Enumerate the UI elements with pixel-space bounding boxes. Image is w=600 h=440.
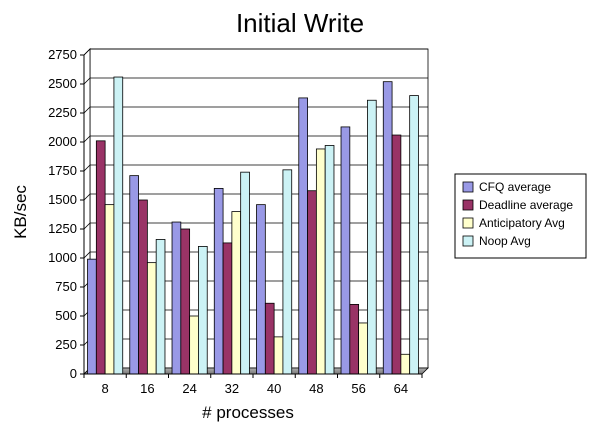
legend-box xyxy=(454,173,587,259)
y-tick-label: 2000 xyxy=(48,134,77,149)
bar-cfq-average-64 xyxy=(382,81,393,375)
x-tick-label: 64 xyxy=(394,381,408,396)
gridline xyxy=(83,135,428,143)
x-axis-title: # processes xyxy=(202,403,294,422)
bar-cfq-average-16 xyxy=(129,175,139,375)
x-tick-label: 40 xyxy=(267,381,281,396)
y-tick-label: 500 xyxy=(55,308,77,323)
bar-anticipatory-avg-8 xyxy=(104,204,115,375)
x-tick-label: 8 xyxy=(102,381,109,396)
y-tick-label: 0 xyxy=(70,366,77,381)
bar-noop-avg-64 xyxy=(409,95,419,375)
legend-label: CFQ average xyxy=(479,180,551,194)
y-tick-label: 2500 xyxy=(48,76,77,91)
y-axis-title: KB/sec xyxy=(11,185,30,239)
bar-noop-avg-40 xyxy=(282,169,293,375)
gridline xyxy=(83,164,428,172)
bar-noop-avg-8 xyxy=(113,76,124,375)
legend-swatch xyxy=(462,235,474,247)
legend-label: Deadline average xyxy=(479,198,573,212)
bar-noop-avg-32 xyxy=(240,171,250,375)
gridline xyxy=(83,77,428,85)
bar-deadline-average-64 xyxy=(391,134,402,375)
y-tick-label: 1500 xyxy=(48,192,77,207)
x-tick-label: 48 xyxy=(309,381,323,396)
bar-cfq-average-8 xyxy=(87,258,97,375)
y-tick-label: 750 xyxy=(55,279,77,294)
legend-label: Anticipatory Avg xyxy=(479,216,565,230)
bar-anticipatory-avg-64 xyxy=(400,353,411,375)
x-tick-label: 32 xyxy=(225,381,239,396)
bar-deadline-average-32 xyxy=(222,242,233,375)
legend-swatch xyxy=(462,181,474,193)
bar-deadline-average-24 xyxy=(180,228,191,375)
bar-cfq-average-24 xyxy=(171,221,182,375)
bar-anticipatory-avg-24 xyxy=(189,315,199,375)
gridline xyxy=(83,106,428,114)
y-tick-label: 1750 xyxy=(48,163,77,178)
axes: 0 250 500 750 1000 1250 1500 1750 2000 2250 2500 27… xyxy=(48,47,423,396)
bar-cfq-average-32 xyxy=(213,187,224,375)
y-tick-label: 250 xyxy=(55,337,77,352)
legend-swatch xyxy=(462,199,474,211)
bar-anticipatory-avg-40 xyxy=(273,336,284,375)
bar-anticipatory-avg-48 xyxy=(315,148,326,375)
bars xyxy=(87,76,419,375)
legend: CFQ average Deadline average Anticipatory … xyxy=(454,173,587,259)
bar-anticipatory-avg-56 xyxy=(358,322,368,375)
legend-label: Noop Avg xyxy=(479,234,531,248)
bar-deadline-average-16 xyxy=(138,199,148,375)
bar-anticipatory-avg-16 xyxy=(146,262,157,375)
y-tick-label: 2250 xyxy=(48,105,77,120)
bar-noop-avg-24 xyxy=(198,245,208,375)
x-tick-label: 24 xyxy=(182,381,196,396)
bar-deadline-average-40 xyxy=(264,302,275,375)
bar-cfq-average-56 xyxy=(340,126,351,375)
y-tick-label: 2750 xyxy=(48,47,77,62)
y-tick-label: 1000 xyxy=(48,250,77,265)
legend-swatch xyxy=(462,217,474,229)
bar-cfq-average-40 xyxy=(256,204,266,375)
x-tick-label: 56 xyxy=(351,381,365,396)
bar-noop-avg-16 xyxy=(155,239,166,375)
x-tick-label: 16 xyxy=(140,381,154,396)
bar-anticipatory-avg-32 xyxy=(231,211,242,375)
bar-deadline-average-8 xyxy=(95,140,106,375)
bar-noop-avg-48 xyxy=(324,145,335,375)
bar-deadline-average-56 xyxy=(349,303,360,375)
gridline xyxy=(83,48,428,56)
bar-cfq-average-48 xyxy=(298,97,308,375)
y-tick-label: 1250 xyxy=(48,221,77,236)
chart-title: Initial Write xyxy=(236,8,364,38)
bar-noop-avg-56 xyxy=(367,99,377,375)
bar-deadline-average-48 xyxy=(307,190,317,375)
